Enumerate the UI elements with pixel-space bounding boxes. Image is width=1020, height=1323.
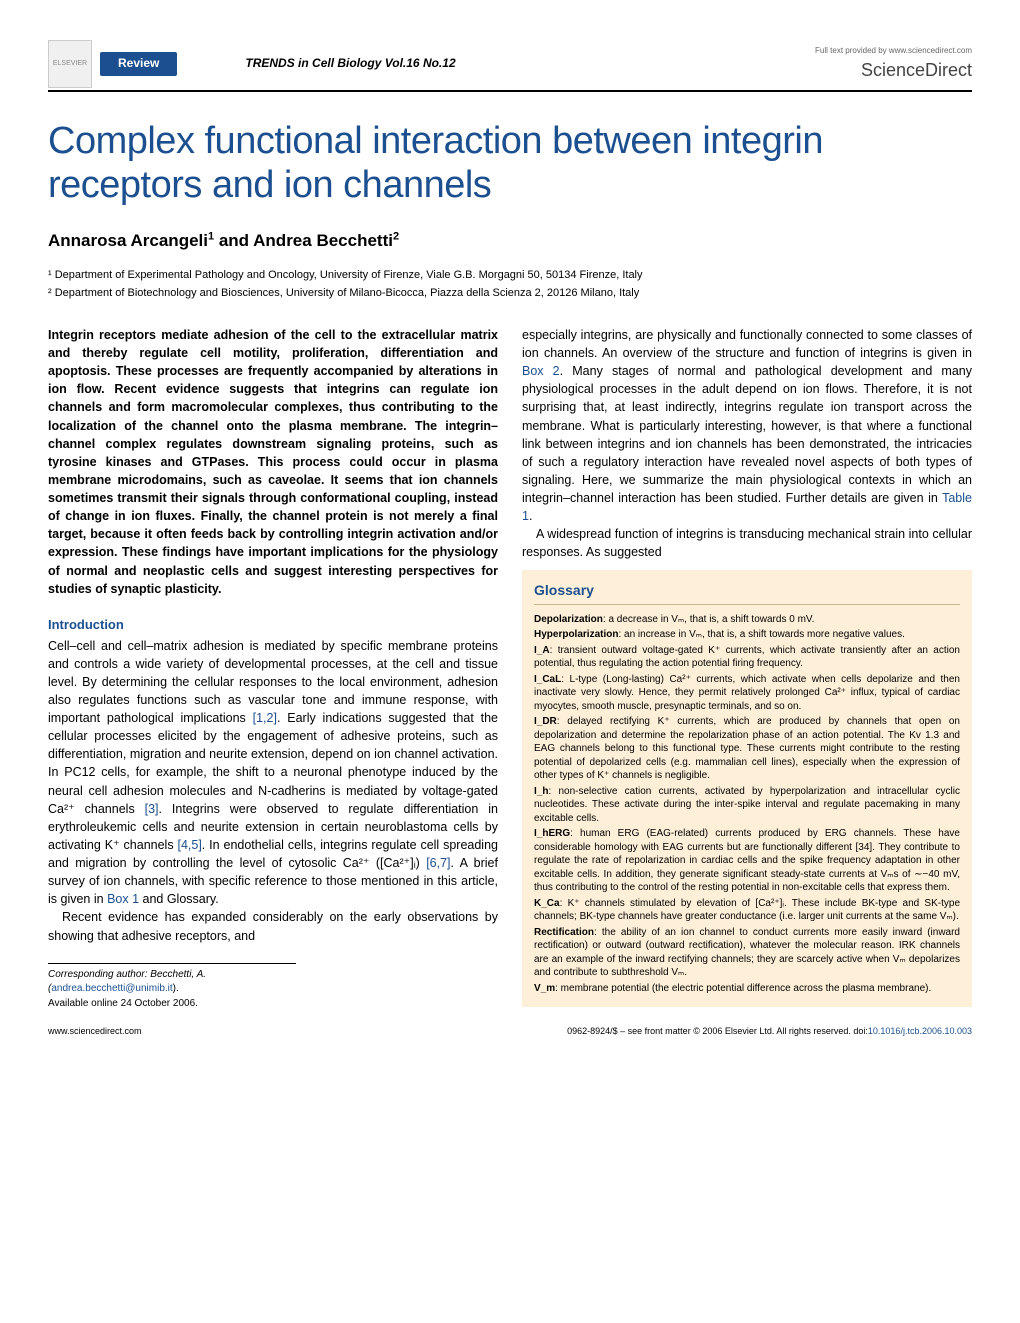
col2-body: especially integrins, are physically and… [522, 326, 972, 562]
left-column: Integrin receptors mediate adhesion of t… [48, 326, 498, 1011]
col2-p1b: . Many stages of normal and pathological… [522, 364, 972, 505]
intro-p1b: . Early indications suggested that the c… [48, 711, 498, 816]
glossary-definition: : transient outward voltage-gated K⁺ cur… [534, 645, 960, 670]
footer-url[interactable]: www.sciencedirect.com [48, 1025, 142, 1038]
sciencedirect-block: Full text provided by www.sciencedirect.… [815, 45, 972, 83]
glossary-definition: : human ERG (EAG-related) currents produ… [534, 828, 960, 893]
glossary-definition: : K⁺ channels stimulated by elevation of… [534, 898, 960, 923]
glossary-entry: I_CaL: L-type (Long-lasting) Ca²⁺ curren… [534, 673, 960, 714]
glossary-definition: : delayed rectifying K⁺ currents, which … [534, 716, 960, 781]
ref-1-2[interactable]: [1,2] [253, 711, 277, 725]
corresponding-footnote: Corresponding author: Becchetti, A. (and… [48, 963, 296, 1012]
affiliation-2: ² Department of Biotechnology and Biosci… [48, 286, 972, 302]
intro-p2: Recent evidence has expanded considerabl… [48, 908, 498, 944]
journal-reference: TRENDS in Cell Biology Vol.16 No.12 [245, 55, 807, 72]
elsevier-logo: ELSEVIER [48, 40, 92, 88]
sciencedirect-brand: ScienceDirect [815, 57, 972, 83]
intro-body: Cell–cell and cell–matrix adhesion is me… [48, 637, 498, 945]
footer-doi[interactable]: 10.1016/j.tcb.2006.10.003 [868, 1026, 972, 1036]
available-online: Available online 24 October 2006. [48, 997, 296, 1012]
col2-p1a: especially integrins, are physically and… [522, 328, 972, 360]
glossary-term: I_CaL [534, 674, 561, 685]
glossary-entry: Hyperpolarization: an increase in Vₘ, th… [534, 628, 960, 642]
ref-3[interactable]: [3] [145, 802, 159, 816]
ref-4-5[interactable]: [4,5] [177, 838, 201, 852]
glossary-entries: Depolarization: a decrease in Vₘ, that i… [534, 613, 960, 996]
footer-copyright: 0962-8924/$ – see front matter © 2006 El… [567, 1026, 868, 1036]
review-badge: Review [100, 52, 177, 75]
affiliation-1: ¹ Department of Experimental Pathology a… [48, 268, 972, 284]
glossary-entry: Rectification: the ability of an ion cha… [534, 926, 960, 980]
col2-p1c: . [529, 509, 532, 523]
glossary-term: I_A [534, 645, 550, 656]
right-column: especially integrins, are physically and… [522, 326, 972, 1011]
intro-p1f: and Glossary. [139, 892, 219, 906]
corresponding-close: ). [173, 983, 179, 994]
fulltext-note: Full text provided by www.sciencedirect.… [815, 45, 972, 57]
glossary-entry: Depolarization: a decrease in Vₘ, that i… [534, 613, 960, 627]
glossary-term: I_DR [534, 716, 557, 727]
glossary-term: Rectification [534, 927, 594, 938]
corresponding-email[interactable]: andrea.becchetti@unimib.it [51, 983, 172, 994]
glossary-term: V_m [534, 983, 555, 994]
article-title: Complex functional interaction between i… [48, 120, 972, 207]
col2-p2: A widespread function of integrins is tr… [522, 525, 972, 561]
intro-heading: Introduction [48, 616, 498, 635]
glossary-title: Glossary [534, 580, 960, 605]
affiliations: ¹ Department of Experimental Pathology a… [48, 268, 972, 302]
glossary-entry: V_m: membrane potential (the electric po… [534, 982, 960, 996]
glossary-entry: I_DR: delayed rectifying K⁺ currents, wh… [534, 715, 960, 783]
glossary-term: K_Ca [534, 898, 560, 909]
box2-link[interactable]: Box 2 [522, 364, 560, 378]
page-footer: www.sciencedirect.com 0962-8924/$ – see … [48, 1025, 972, 1038]
glossary-term: I_hERG [534, 828, 570, 839]
glossary-term: Hyperpolarization [534, 629, 618, 640]
glossary-definition: : membrane potential (the electric poten… [555, 983, 931, 994]
abstract: Integrin receptors mediate adhesion of t… [48, 326, 498, 598]
glossary-entry: I_hERG: human ERG (EAG-related) currents… [534, 827, 960, 895]
glossary-definition: : a decrease in Vₘ, that is, a shift tow… [603, 614, 815, 625]
box1-link[interactable]: Box 1 [107, 892, 139, 906]
glossary-box: Glossary Depolarization: a decrease in V… [522, 570, 972, 1008]
glossary-term: I_h [534, 786, 548, 797]
author-list: Annarosa Arcangeli1 and Andrea Becchetti… [48, 229, 972, 254]
glossary-definition: : non-selective cation currents, activat… [534, 786, 960, 824]
glossary-definition: : the ability of an ion channel to condu… [534, 927, 960, 979]
glossary-entry: I_h: non-selective cation currents, acti… [534, 785, 960, 826]
glossary-entry: K_Ca: K⁺ channels stimulated by elevatio… [534, 897, 960, 924]
glossary-entry: I_A: transient outward voltage-gated K⁺ … [534, 644, 960, 671]
glossary-definition: : an increase in Vₘ, that is, a shift to… [618, 629, 904, 640]
header-bar: ELSEVIER Review TRENDS in Cell Biology V… [48, 40, 972, 92]
glossary-definition: : L-type (Long-lasting) Ca²⁺ currents, w… [534, 674, 960, 712]
glossary-term: Depolarization [534, 614, 603, 625]
ref-6-7[interactable]: [6,7] [426, 856, 450, 870]
two-column-layout: Integrin receptors mediate adhesion of t… [48, 326, 972, 1011]
